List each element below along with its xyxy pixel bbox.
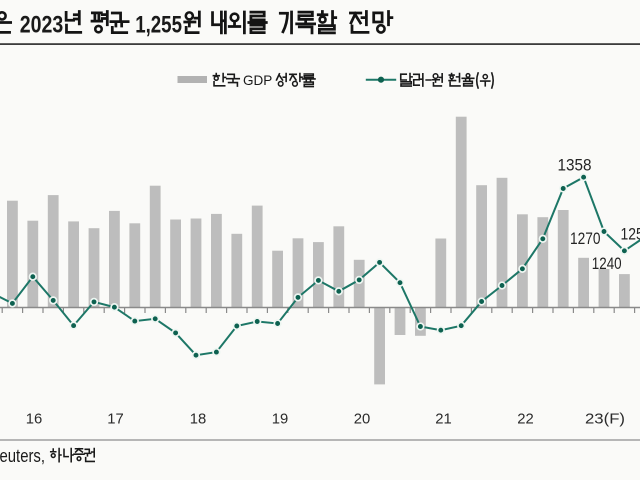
svg-text:23(F): 23(F) [585,411,625,428]
svg-text:1,255: 1,255 [135,12,182,39]
svg-text:17: 17 [107,411,124,428]
svg-text:21: 21 [435,411,452,428]
svg-text:1240: 1240 [592,254,622,273]
svg-text:20: 20 [354,411,371,428]
svg-text:1358: 1358 [558,155,592,174]
svg-text:18: 18 [190,411,207,428]
svg-text:19: 19 [272,411,289,428]
svg-text:GDP: GDP [243,72,272,88]
svg-text:1270: 1270 [570,229,601,248]
svg-text:16: 16 [26,411,43,428]
svg-text:euters,: euters, [0,446,45,466]
svg-text:2023: 2023 [20,12,64,39]
svg-text:1255: 1255 [621,225,640,244]
svg-text:22: 22 [517,411,534,428]
